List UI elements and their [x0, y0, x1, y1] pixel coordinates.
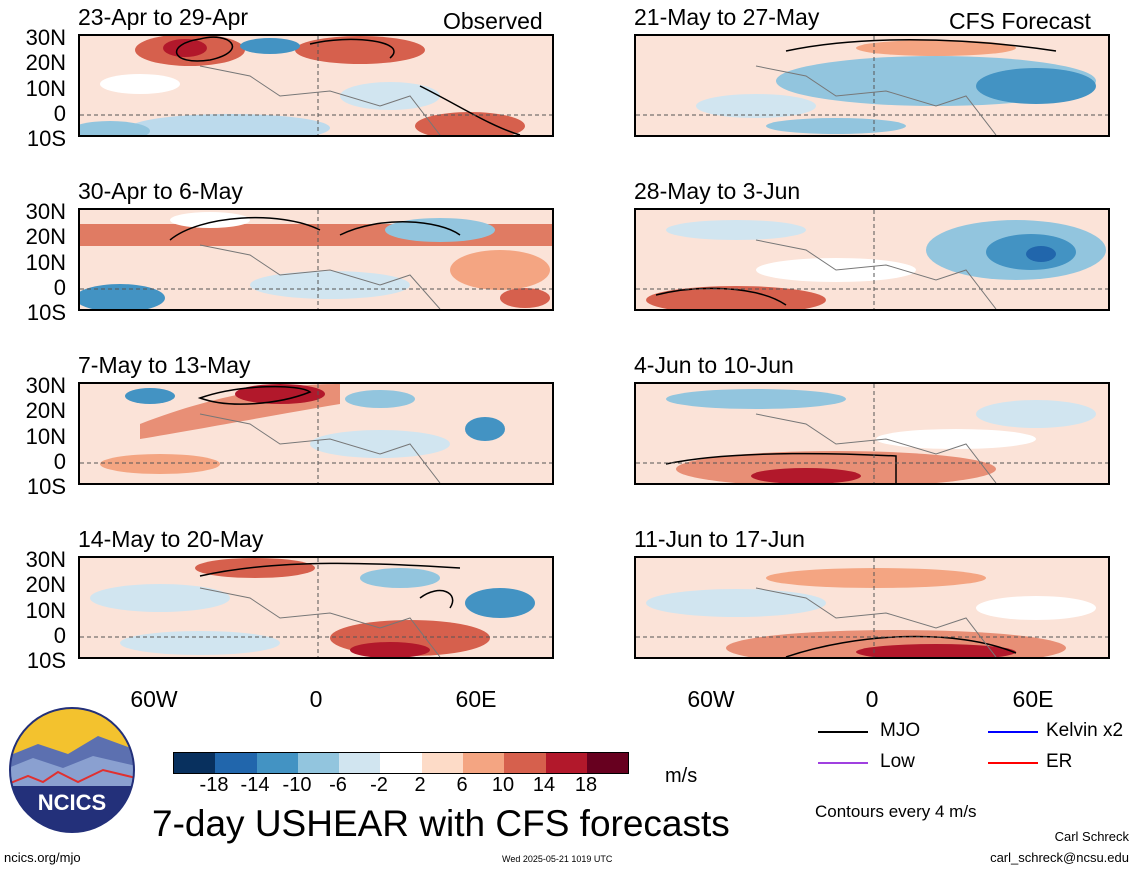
colorbar-tick: -10 [282, 774, 312, 796]
colorbar-swatch [504, 753, 546, 773]
colorbar-tick: 14 [532, 774, 556, 796]
map-panel-1 [78, 34, 554, 137]
footer-author: Carl Schreck [1054, 829, 1129, 844]
panel-title-4: 14-May to 20-May [78, 526, 264, 552]
panel-title-1: 23-Apr to 29-Apr [78, 4, 249, 30]
lon-label: 0 [865, 686, 879, 712]
lat-label: 10S [26, 648, 66, 673]
lat-label: 10N [25, 250, 66, 275]
shear-field-3 [80, 384, 552, 483]
colorbar-swatch [297, 753, 340, 773]
footer-email[interactable]: carl_schreck@ncsu.edu [990, 850, 1129, 865]
colorbar-swatch [545, 753, 587, 773]
colorbar-tick: -2 [370, 774, 388, 796]
shear-field-7 [636, 384, 1108, 483]
lat-label: 10N [25, 76, 66, 101]
shear-field-4 [80, 558, 552, 657]
map-panel-6 [634, 208, 1110, 311]
lat-label: 30N [25, 199, 66, 224]
lat-label: 0 [53, 623, 66, 648]
lat-label: 20N [25, 572, 66, 597]
lat-label: 30N [25, 25, 66, 50]
lat-label: 10S [26, 474, 66, 499]
colorbar-tick: 10 [491, 774, 515, 796]
map-panel-2 [78, 208, 554, 311]
colorbar-swatch [380, 753, 422, 773]
ncics-logo: NCICS [9, 707, 135, 833]
colorbar-tick: -18 [199, 774, 229, 796]
map-panel-3 [78, 382, 554, 485]
map-panel-5 [634, 34, 1110, 137]
lat-label: 10N [25, 424, 66, 449]
lat-label: 0 [53, 101, 66, 126]
legend-label-kelvin: Kelvin x2 [1046, 720, 1124, 741]
map-panel-8 [634, 556, 1110, 659]
colorbar-tick: -14 [240, 774, 270, 796]
footer-url[interactable]: ncics.org/mjo [4, 850, 81, 865]
panel-title-8: 11-Jun to 17-Jun [634, 526, 805, 552]
panel-title-3: 7-May to 13-May [78, 352, 251, 378]
colorbar-tick: -6 [329, 774, 347, 796]
lon-label: 0 [309, 686, 323, 712]
lat-label: 20N [25, 398, 66, 423]
figure-title: 7-day USHEAR with CFS forecasts [152, 803, 730, 844]
colorbar-tick: 6 [456, 774, 468, 796]
colorbar-tick: 2 [414, 774, 426, 796]
colorbar-swatch [421, 753, 464, 773]
forecast-label: CFS Forecast [949, 8, 1091, 34]
shear-field-5 [636, 36, 1108, 135]
lon-label: 60W [687, 686, 735, 712]
colorbar-swatch [256, 753, 298, 773]
legend-label-low: Low [880, 751, 915, 772]
colorbar-swatch [339, 753, 381, 773]
lon-label: 60E [455, 686, 497, 712]
shear-field-2 [80, 210, 552, 309]
legend-label-mjo: MJO [880, 720, 921, 741]
legend-line-mjo [818, 731, 868, 733]
contours-note: Contours every 4 m/s [815, 802, 977, 821]
panel-title-5: 21-May to 27-May [634, 4, 820, 30]
lat-label: 20N [25, 224, 66, 249]
legend-line-kelvin [988, 731, 1038, 733]
panel-title-2: 30-Apr to 6-May [78, 178, 243, 204]
lat-label: 10N [25, 598, 66, 623]
lat-label: 30N [25, 373, 66, 398]
legend-line-er [988, 762, 1038, 764]
observed-label: Observed [443, 8, 543, 34]
lat-label: 20N [25, 50, 66, 75]
colorbar-swatch [463, 753, 505, 773]
footer-timestamp: Wed 2025-05-21 1019 UTC [502, 854, 613, 864]
lon-label: 60E [1012, 686, 1054, 712]
colorbar-swatch [174, 753, 216, 773]
colorbar-swatch [586, 753, 629, 773]
map-panel-7 [634, 382, 1110, 485]
colorbar [173, 752, 630, 774]
shear-field-1 [80, 36, 552, 135]
logo-text: NCICS [38, 790, 106, 815]
lat-label: 10S [26, 126, 66, 151]
lat-label: 0 [53, 449, 66, 474]
shear-field-8 [636, 558, 1108, 657]
legend-line-low [818, 762, 868, 764]
lon-label: 60W [130, 686, 178, 712]
legend-label-er: ER [1046, 751, 1073, 772]
lat-label: 30N [25, 547, 66, 572]
panel-title-7: 4-Jun to 10-Jun [634, 352, 794, 378]
map-panel-4 [78, 556, 554, 659]
shear-field-6 [636, 210, 1108, 309]
lat-label: 0 [53, 275, 66, 300]
colorbar-units: m/s [665, 765, 698, 787]
colorbar-swatch [215, 753, 257, 773]
lat-label: 10S [26, 300, 66, 325]
colorbar-tick: 18 [574, 774, 598, 796]
panel-title-6: 28-May to 3-Jun [634, 178, 801, 204]
